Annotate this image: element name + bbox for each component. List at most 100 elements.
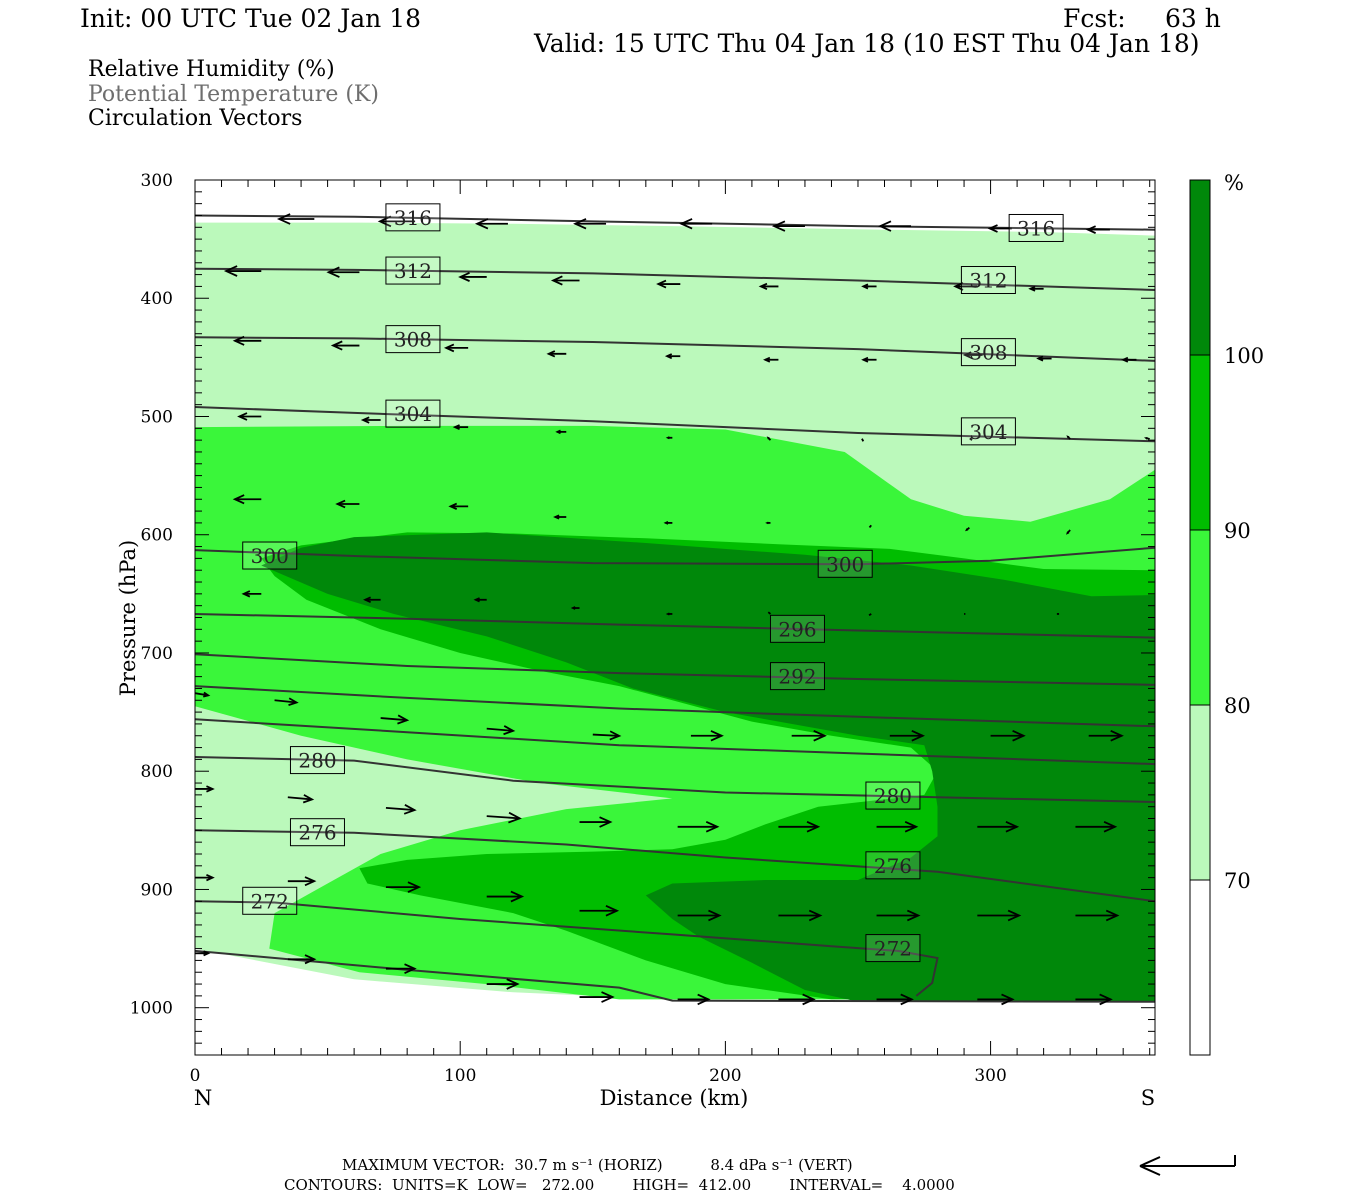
valid-time: Valid: 15 UTC Thu 04 Jan 18 (10 EST Thu … (534, 29, 1200, 58)
vector-head (609, 730, 622, 741)
x-tick-label: 100 (444, 1066, 476, 1086)
vector-head (241, 590, 251, 598)
vector-head (861, 356, 869, 363)
vector-head (766, 436, 770, 440)
contour-label-text: 312 (969, 269, 1007, 293)
vector-head (203, 691, 211, 698)
colorbar: 70 80 90 100 (1189, 179, 1264, 1056)
vector-head (965, 528, 969, 532)
y-tick-label: 900 (141, 880, 173, 900)
theta-contour-280 (195, 756, 1155, 803)
contour-label-text: 296 (778, 617, 816, 641)
vector-head (1007, 909, 1022, 922)
circulation-vector (570, 606, 580, 610)
colorbar-level-label: 80 (1224, 694, 1251, 718)
vector-head (1012, 729, 1026, 742)
contour-label-304: 304 (960, 417, 1016, 446)
contour-label-312: 312 (960, 266, 1016, 295)
circulation-vector (861, 356, 877, 363)
circulation-vector (1066, 529, 1071, 535)
contour-label-text: 304 (969, 420, 1007, 444)
circulation-vector (962, 351, 983, 359)
contour-label-text: 300 (251, 544, 289, 568)
circulation-vector (486, 890, 525, 903)
circulation-vector (656, 279, 681, 289)
contour-label-text: 312 (394, 259, 432, 283)
vector-head (237, 412, 248, 421)
circulation-vector (335, 499, 360, 509)
circulation-vector (778, 909, 823, 922)
circulation-vector (363, 596, 381, 604)
theta-contour-288 (195, 685, 1155, 728)
circulation-vector (861, 283, 877, 290)
contour-label-text: 300 (826, 552, 864, 576)
vector-head (911, 729, 925, 742)
circulation-vector (663, 521, 673, 525)
circulation-vector (1036, 355, 1052, 362)
contour-label-272: 272 (865, 934, 921, 963)
theta-contour-300 (195, 546, 1155, 566)
vector-head (987, 224, 998, 233)
circulation-vector (677, 821, 720, 833)
circulation-vector (876, 821, 919, 833)
circulation-vector (385, 804, 417, 815)
contour-label-text: 272 (251, 889, 289, 913)
colorbar-level-label: 100 (1224, 344, 1264, 368)
circulation-vector (458, 271, 487, 282)
contour-label-box (865, 781, 921, 810)
colorbar-unit: % (1224, 171, 1244, 195)
vector-head (452, 424, 460, 431)
circulation-vector (953, 282, 978, 291)
vector-head (223, 265, 238, 277)
vector-head (553, 514, 560, 520)
circulation-vector (385, 881, 422, 893)
vector-head (813, 729, 827, 742)
circulation-vector (330, 340, 360, 351)
north-end-label: N (194, 1086, 212, 1110)
circulation-vector (546, 350, 567, 358)
circulation-vector (473, 597, 487, 603)
y-tick-label: 400 (141, 289, 173, 309)
circulation-vector (443, 343, 469, 353)
vector-head (326, 266, 340, 278)
vector-head (473, 597, 480, 603)
circulation-vector (287, 954, 317, 965)
contour-label-layer: 316 316 312 312 308 308 304 304 300 300 296 292 280 2… (242, 203, 1064, 963)
contour-label-text: 280 (298, 749, 336, 773)
vector-shaft (385, 806, 415, 811)
vector-head (1105, 909, 1120, 922)
circulation-vector (1088, 729, 1124, 742)
circulation-vector (677, 909, 722, 922)
circulation-vector (486, 978, 520, 990)
circulation-vector (771, 220, 805, 232)
vector-head (665, 436, 670, 440)
circulation-vector (276, 213, 315, 225)
circulation-vector (448, 502, 469, 510)
y-tick-label: 600 (141, 526, 173, 546)
circulation-vector (287, 794, 315, 804)
colorbar-segment (1190, 355, 1210, 530)
circulation-vector (579, 816, 613, 828)
contour-label-304: 304 (385, 399, 441, 428)
circulation-vector (878, 220, 912, 232)
vector-head (697, 993, 711, 1006)
contour-label-box (769, 662, 825, 691)
reference-vector-icon (1139, 1155, 1236, 1176)
contour-label-280: 280 (865, 781, 921, 810)
circulation-vector (765, 521, 771, 525)
circulation-vector (969, 437, 973, 441)
plot-frame (194, 179, 1156, 1056)
vector-shaft (767, 611, 772, 615)
y-axis-title: Pressure (hPa) (116, 540, 140, 696)
vector-head (404, 963, 417, 975)
colorbar-level-label: 70 (1224, 869, 1251, 893)
contour-label-text: 308 (394, 328, 432, 352)
circulation-vector (767, 611, 772, 615)
circulation-vector (452, 424, 469, 431)
axes-layer: 300 400 500 600 700 800 900 1000 0 100 200 300 (130, 171, 1155, 1086)
circulation-vector (690, 730, 724, 742)
contour-label-text: 304 (394, 402, 432, 426)
contour-label-box (385, 399, 441, 428)
colorbar-frame (1189, 179, 1211, 1056)
vector-shaft (486, 727, 514, 732)
